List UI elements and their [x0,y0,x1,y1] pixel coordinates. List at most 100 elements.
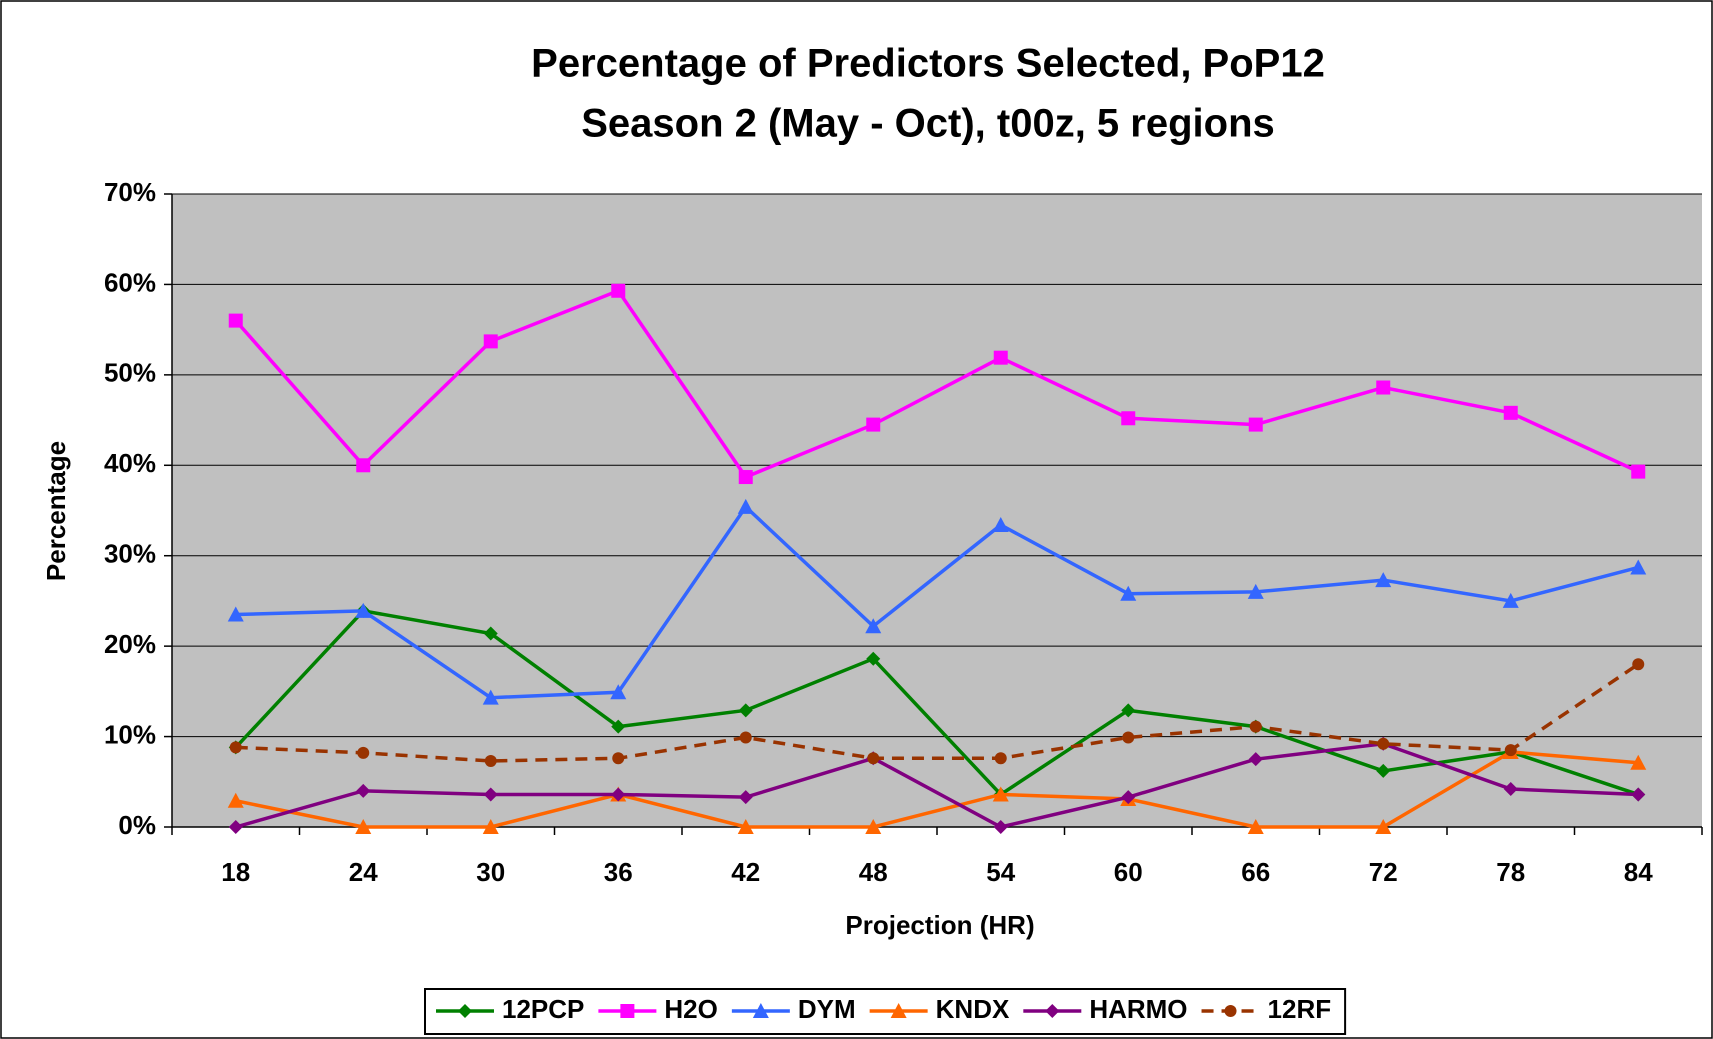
marker [994,752,1007,765]
marker [866,651,881,666]
series-line [235,742,1639,829]
marker [1121,790,1136,805]
series-line [235,504,1639,700]
plot-area [172,194,1702,827]
legend-label: H2O [664,994,717,1024]
marker [739,731,752,744]
series-line [234,288,1639,480]
marker [482,689,499,705]
series-line [235,662,1640,763]
marker [738,703,753,718]
marker [1631,464,1646,479]
marker [458,1004,472,1018]
x-tick-label: 66 [1241,857,1270,887]
legend: 12PCP H2O DYM KNDX HARMO 12RF [424,988,1347,1035]
marker [1376,763,1391,778]
marker [1503,405,1518,420]
marker [1121,411,1136,426]
x-tick-label: 42 [731,857,760,887]
marker [1375,572,1392,588]
x-tick-label: 84 [1624,857,1653,887]
x-tick-label: 18 [221,857,250,887]
marker [228,313,243,328]
chart-title: Percentage of Predictors Selected, PoP12 [531,42,1325,86]
series-line [235,750,1639,829]
marker [611,719,626,734]
marker [1045,1004,1060,1018]
legend-label: HARMO [1089,994,1187,1024]
y-tick-label: 20% [104,629,156,659]
marker [1249,720,1262,733]
marker [483,787,498,802]
chart-subtitle: Season 2 (May - Oct), t00z, 5 regions [581,102,1275,146]
marker [1247,583,1264,599]
series-line [234,608,1639,797]
x-tick-label: 72 [1369,857,1398,887]
marker [1632,658,1645,671]
marker [227,792,244,808]
y-axis-title: Percentage [41,441,71,581]
marker [738,790,753,805]
x-tick-label: 60 [1114,857,1143,887]
marker [357,746,370,759]
marker [611,787,626,802]
marker [1376,380,1391,395]
y-tick-label: 60% [104,267,156,297]
marker [1631,787,1646,802]
marker [1247,819,1264,834]
x-tick-label: 24 [349,857,378,887]
marker [890,1003,907,1018]
marker [610,684,627,700]
x-tick-label: 54 [986,857,1015,887]
marker [1120,585,1137,601]
marker [611,283,626,298]
x-axis-title: Projection (HR) [845,910,1034,940]
marker [1121,703,1136,718]
x-tick-label: 48 [859,857,888,887]
marker [229,741,242,754]
marker [992,516,1009,532]
marker [737,819,754,834]
marker [752,1003,769,1018]
legend-label: 12RF [1268,994,1332,1024]
x-tick-label: 78 [1496,857,1525,887]
marker [484,754,497,767]
x-tick-label: 30 [476,857,505,887]
marker [612,752,625,765]
marker [620,1004,635,1018]
marker [1503,782,1518,797]
marker [483,334,498,349]
marker [355,819,372,834]
marker [1248,752,1263,767]
legend-label: 12PCP [502,994,584,1024]
marker [356,783,371,798]
marker [482,819,499,834]
marker [737,498,754,514]
marker [1630,754,1647,770]
y-tick-label: 10% [104,719,156,749]
marker [355,602,372,618]
marker [1630,559,1647,575]
y-tick-label: 50% [104,358,156,388]
marker [1122,731,1135,744]
marker [1502,592,1519,608]
marker [992,786,1009,802]
legend-label: KNDX [936,994,1010,1024]
y-tick-label: 70% [104,177,156,207]
marker [483,626,498,641]
x-tick-label: 36 [604,857,633,887]
marker [228,820,243,834]
marker [865,819,882,834]
marker [356,458,371,473]
marker [993,350,1008,365]
marker [227,606,244,622]
marker [865,618,882,634]
y-tick-label: 40% [104,448,156,478]
marker [738,470,753,485]
legend-label: DYM [798,994,856,1024]
marker [1377,737,1390,750]
marker [866,417,881,432]
marker [867,752,880,765]
marker [1375,819,1392,834]
